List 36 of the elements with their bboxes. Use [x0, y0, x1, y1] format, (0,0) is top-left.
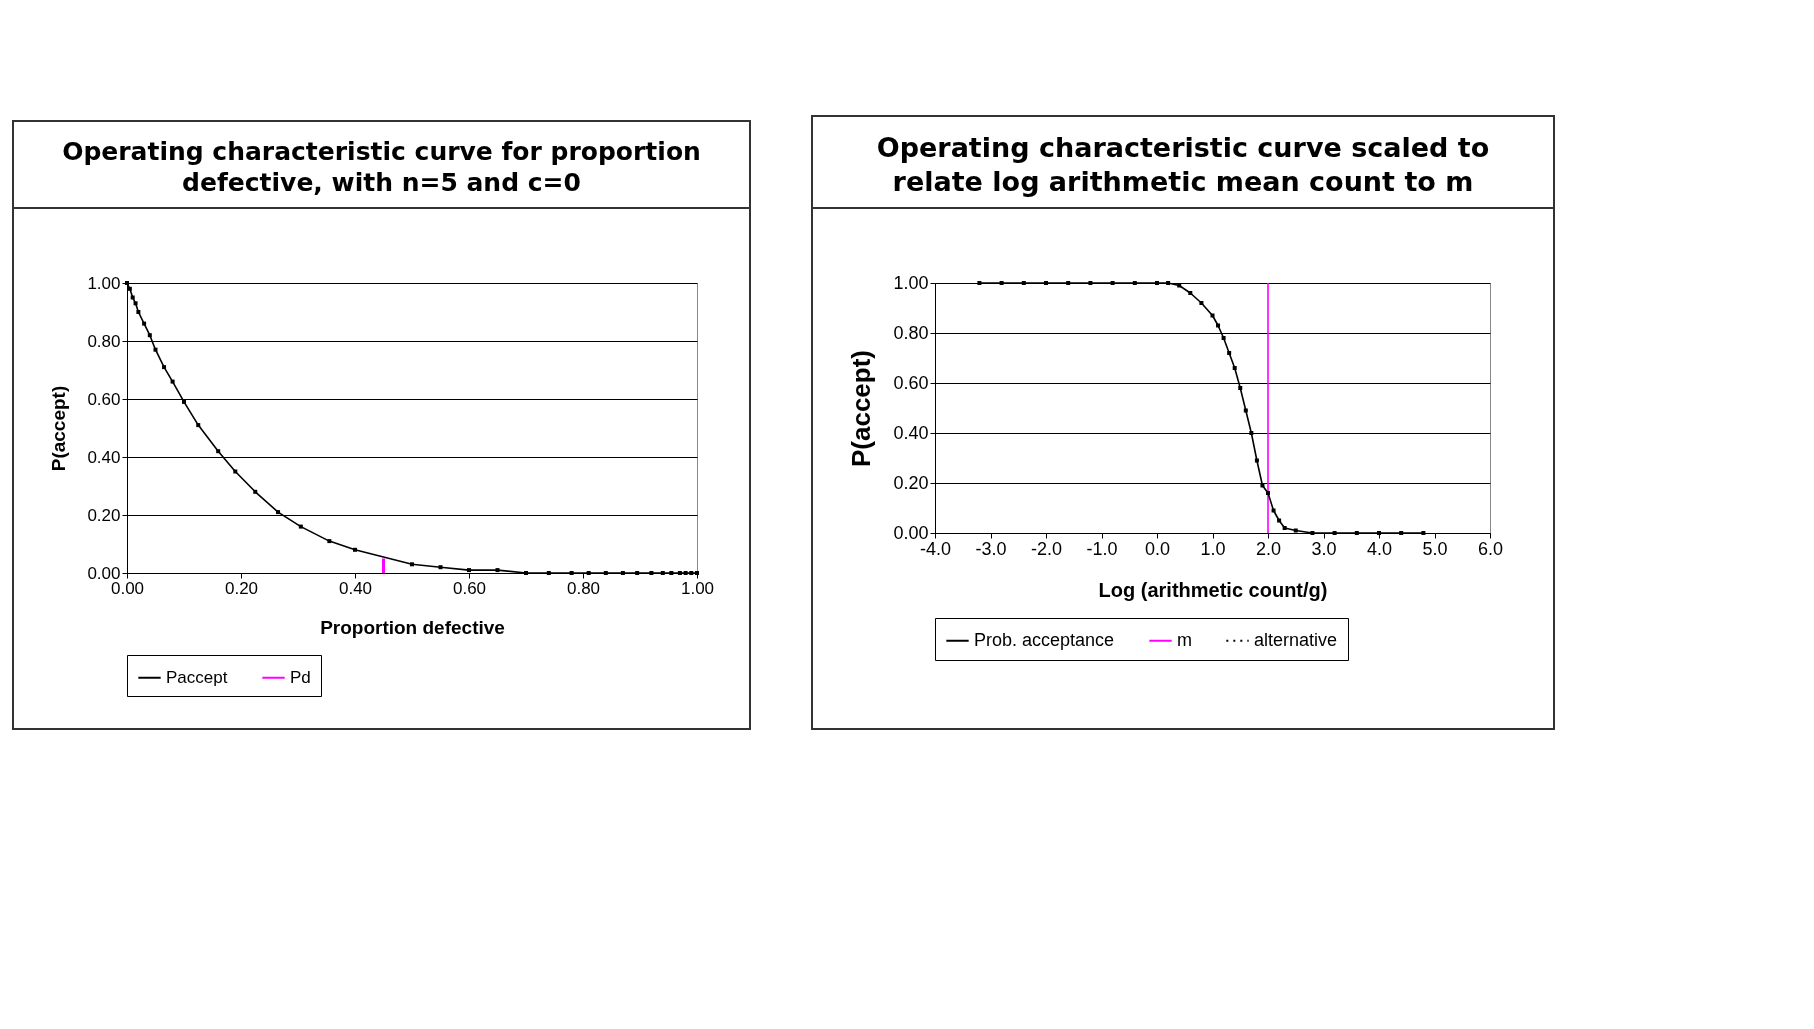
y-tick-label: 0.40: [893, 422, 929, 442]
x-tick-label: -2.0: [1030, 538, 1063, 558]
x-tick-label: -1.0: [1086, 538, 1118, 558]
legend-label: Prob. acceptance: [974, 629, 1115, 650]
x-tick-label: 0.0: [1144, 538, 1171, 558]
x-tick-label: 4.0: [1366, 538, 1393, 558]
y-tick-label: 1.00: [893, 272, 929, 292]
y-axis-title: P(accept): [48, 385, 70, 471]
y-tick-label: 0.60: [893, 372, 929, 392]
x-tick-label: 0.80: [566, 578, 601, 597]
chart-title: Operating characteristic curve scaled to relate log arithmetic mean count to m: [813, 117, 1553, 209]
y-tick-label: 0.60: [87, 389, 121, 408]
y-tick-label: 1.00: [87, 273, 121, 292]
x-tick-label: 0.40: [338, 578, 373, 597]
x-tick-label: 1.00: [680, 578, 715, 597]
x-tick-label: 0.60: [452, 578, 487, 597]
y-tick-label: 0.80: [87, 331, 121, 350]
chart-title: Operating characteristic curve for proportion defective, with n=5 and c=0: [14, 122, 749, 209]
x-tick-label: 3.0: [1311, 538, 1337, 558]
x-tick-label: -3.0: [975, 538, 1007, 558]
y-axis-title: P(accept): [846, 349, 877, 467]
legend-label: alternative: [1254, 629, 1338, 650]
x-axis-title: Proportion defective: [320, 616, 505, 637]
y-tick-label: 0.80: [893, 322, 929, 342]
x-tick-label: 6.0: [1477, 538, 1504, 558]
x-tick-label: 2.0: [1255, 538, 1282, 558]
x-tick-label: 1.0: [1200, 538, 1226, 558]
y-tick-label: 0.40: [87, 447, 121, 466]
y-tick-label: 0.20: [893, 472, 929, 492]
y-tick-label: 0.20: [87, 505, 121, 524]
legend-label: Pd: [290, 667, 311, 687]
legend-label: m: [1177, 629, 1192, 650]
x-tick-label: 5.0: [1422, 538, 1448, 558]
x-axis-title: Log (arithmetic count/g): [1098, 578, 1328, 600]
x-tick-label: 0.20: [224, 578, 259, 597]
legend-label: Paccept: [166, 667, 228, 687]
